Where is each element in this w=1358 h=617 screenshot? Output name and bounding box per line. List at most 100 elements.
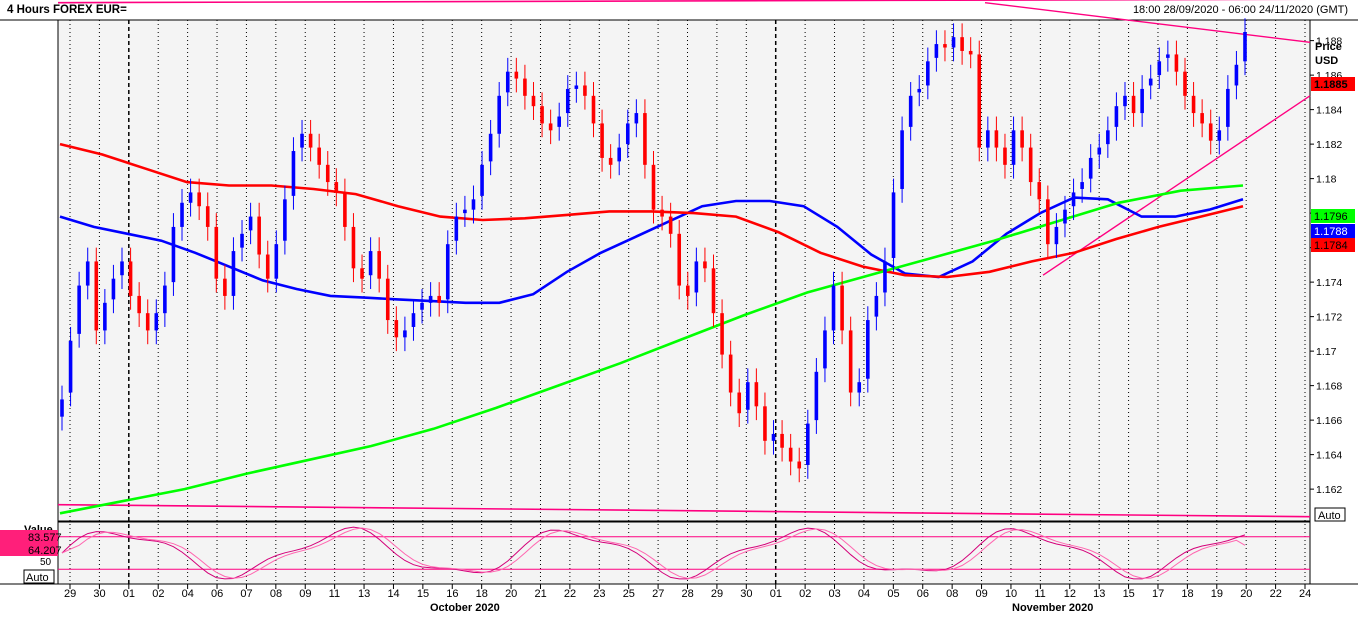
candle-body [986, 130, 990, 148]
candle-body [1106, 130, 1110, 145]
candle-body [788, 447, 793, 462]
month-label-november: November 2020 [1012, 602, 1093, 614]
date-tick-label: 27 [652, 588, 664, 600]
candle-body [634, 113, 639, 124]
date-tick-label: 17 [1152, 588, 1164, 600]
candle-body [651, 164, 656, 210]
date-tick-label: 22 [1270, 588, 1282, 600]
price-tick-label: 1.166 [1316, 415, 1342, 427]
candle-body [360, 268, 364, 279]
date-tick-label: 04 [182, 588, 194, 600]
candle-body [103, 302, 107, 331]
candle-body [343, 192, 347, 227]
candle-body [540, 106, 544, 124]
candle-body [274, 244, 279, 279]
candle-body [531, 95, 536, 107]
candle-body [317, 147, 321, 165]
candle-body [823, 330, 827, 369]
date-tick-label: 02 [152, 588, 164, 600]
date-tick-label: 16 [446, 588, 458, 600]
auto-scale-label: Auto [1318, 510, 1341, 522]
candle-body [514, 71, 519, 79]
candle-body [223, 278, 227, 296]
candle-body [265, 254, 270, 279]
candle-body [891, 192, 896, 258]
candle-body [720, 313, 724, 355]
candle-body [574, 85, 579, 89]
price-axis-ticks: 1.1881.1861.1841.1821.181.1781.1761.1741… [1310, 36, 1342, 496]
candle-body [548, 123, 553, 131]
support-line [57, 503, 1311, 518]
candle-body [248, 216, 253, 231]
candle-body [908, 95, 913, 127]
date-tick-label: 14 [387, 588, 399, 600]
candle-body [403, 330, 407, 338]
date-tick-label: 08 [270, 588, 282, 600]
candle-body [728, 354, 733, 393]
candle-body [737, 392, 742, 414]
date-tick-label: 18 [1181, 588, 1193, 600]
candle-body [128, 261, 133, 296]
ma-mid-value: 1.1784 [1314, 240, 1348, 252]
date-tick-label: 08 [946, 588, 958, 600]
candle-body [1157, 61, 1162, 76]
date-tick-label: 15 [1123, 588, 1135, 600]
date-tick-label: 21 [534, 588, 546, 600]
stoch-auto-button[interactable] [23, 569, 55, 584]
candle-body [385, 278, 390, 321]
candle-body [1243, 32, 1247, 62]
candle-body [814, 371, 819, 421]
date-tick-label: 13 [358, 588, 370, 600]
candle-body [1097, 147, 1102, 155]
date-tick-label: 03 [829, 588, 841, 600]
last-close-value: 1.1885 [1314, 79, 1348, 91]
candle-body [411, 313, 416, 327]
candle-body [1183, 71, 1187, 96]
main-plot-area[interactable] [57, 19, 1311, 522]
date-tick-label: 05 [887, 588, 899, 600]
candle-body [505, 71, 510, 93]
vertical-gridlines [69, 20, 1306, 584]
candle-body [994, 130, 999, 148]
candle-body [1028, 147, 1033, 183]
candle-body [763, 406, 767, 441]
candle-body [608, 157, 613, 165]
candle-body [677, 233, 682, 286]
candle-body [145, 313, 150, 331]
descending-trendline [984, 1, 1311, 44]
date-tick-label: 29 [64, 588, 76, 600]
date-tick-label: 10 [1005, 588, 1017, 600]
candle-body [857, 382, 862, 393]
candle-body [377, 251, 381, 279]
chart-title: 4 Hours FOREX EUR= [7, 4, 127, 16]
candle-body [1063, 209, 1067, 224]
ma-slow-tag [1311, 209, 1355, 223]
candle-body [926, 61, 930, 86]
auto-scale-button[interactable] [1314, 507, 1346, 522]
price-tick-label: 1.188 [1316, 36, 1342, 48]
stochastic-plot-area[interactable] [57, 521, 1311, 585]
stoch-k-tag [0, 530, 58, 544]
candle-body [900, 130, 904, 189]
candle-body [308, 133, 313, 148]
candle-body [334, 182, 339, 193]
month-label-october: October 2020 [430, 602, 500, 614]
date-tick-label: 11 [329, 588, 340, 600]
candle-body [171, 226, 176, 283]
date-tick-label: 09 [299, 588, 311, 600]
date-tick-label: 18 [476, 588, 488, 600]
moving-average-red [59, 142, 1244, 279]
candle-body [617, 147, 622, 162]
candle-body [428, 295, 433, 303]
date-tick-label: 01 [770, 588, 782, 600]
candle-body [745, 382, 750, 410]
candle-body [583, 85, 587, 96]
candle-body [917, 88, 922, 93]
trend-lines [57, 0, 1311, 518]
candle-body [120, 261, 124, 276]
stoch-auto-label: Auto [26, 572, 49, 584]
candlesticks [60, 18, 1247, 483]
candle-body [68, 340, 73, 393]
